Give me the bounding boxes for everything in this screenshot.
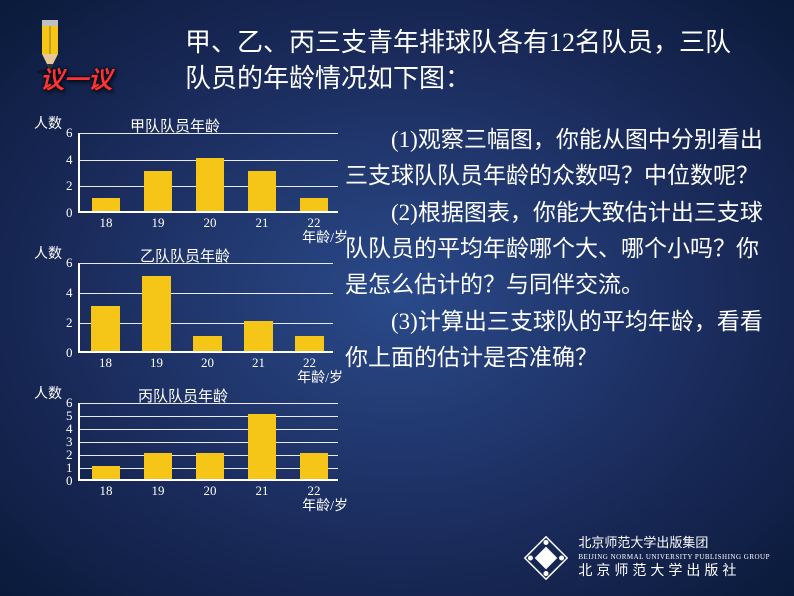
ytick: 2 [66,178,73,194]
publisher-text: 北京师范大学出版集团 BEIJING NORMAL UNIVERSITY PUB… [578,534,770,582]
gridline [80,429,338,430]
bar [300,453,329,479]
gridline [80,442,338,443]
xtick: 21 [256,215,269,231]
question-2: (2)根据图表，你能大致估计出三支球队队员的平均年龄哪个大、哪个小吗？你是怎么估… [345,195,775,302]
ytick: 4 [66,285,73,301]
bar [91,306,119,351]
question-1: (1)观察三幅图，你能从图中分别看出三支球队队员年龄的众数吗？中位数呢？ [345,122,775,193]
bar [196,158,225,211]
xtick: 20 [201,355,214,371]
publisher-logo: 北京师范大学出版集团 BEIJING NORMAL UNIVERSITY PUB… [524,534,770,582]
ytick: 6 [66,125,73,141]
gridline [80,403,338,404]
ytick: 6 [66,255,73,271]
xtick: 19 [150,355,163,371]
bar [144,453,173,479]
bar [300,198,329,211]
publisher-en: BEIJING NORMAL UNIVERSITY PUBLISHING GRO… [578,553,770,563]
question-3: (3)计算出三支球队的平均年龄，看看你上面的估计是否准确？ [345,304,775,375]
ytick: 6 [66,395,73,411]
bar [193,336,221,351]
bar [142,276,170,351]
xtick: 19 [152,215,165,231]
gridline [80,263,333,264]
gridline [80,133,338,134]
bar [244,321,272,351]
chart-xlabel: 年龄/岁 [302,495,348,515]
chart-plot-area: 01234561819202122年龄/岁 [78,403,338,481]
bar [248,171,277,211]
xtick: 18 [100,483,113,499]
bar [295,336,323,351]
chart-ylabel: 人数 [34,113,62,133]
slide-title: 甲、乙、丙三支青年排球队各有12名队员，三队队员的年龄情况如下图： [185,25,745,98]
chart-ylabel: 人数 [34,383,62,403]
gridline [80,293,333,294]
chart-xlabel: 年龄/岁 [302,227,348,247]
xtick: 18 [100,215,113,231]
ytick: 0 [66,205,73,221]
bar [92,466,121,479]
discuss-badge: 议一议 [40,60,112,95]
bar [144,171,173,211]
xtick: 21 [256,483,269,499]
chart-team-b: 人数乙队队员年龄02461819202122年龄/岁 [30,245,333,377]
chart-plot-area: 02461819202122年龄/岁 [78,133,338,213]
questions-block: (1)观察三幅图，你能从图中分别看出三支球队队员年龄的众数吗？中位数呢？ (2)… [345,122,775,377]
bar [248,414,277,479]
ytick: 2 [66,315,73,331]
bar [196,453,225,479]
xtick: 21 [252,355,265,371]
chart-team-a: 人数甲队队员年龄02461819202122年龄/岁 [30,115,338,237]
chart-ylabel: 人数 [34,243,62,263]
bar [92,198,121,211]
publisher-cn1: 北京师范大学出版集团 [578,535,708,550]
ytick: 4 [66,152,73,168]
xtick: 20 [204,215,217,231]
gridline [80,416,338,417]
logo-icon [524,536,568,580]
xtick: 19 [152,483,165,499]
publisher-cn2: 北京师范大学出版社 [578,562,770,582]
ytick: 0 [66,345,73,361]
chart-plot-area: 02461819202122年龄/岁 [78,263,333,353]
chart-team-c: 人数丙队队员年龄01234561819202122年龄/岁 [30,385,338,505]
charts-container: 人数甲队队员年龄02461819202122年龄/岁 人数乙队队员年龄02461… [30,115,338,513]
xtick: 18 [99,355,112,371]
chart-xlabel: 年龄/岁 [297,367,343,387]
xtick: 20 [204,483,217,499]
